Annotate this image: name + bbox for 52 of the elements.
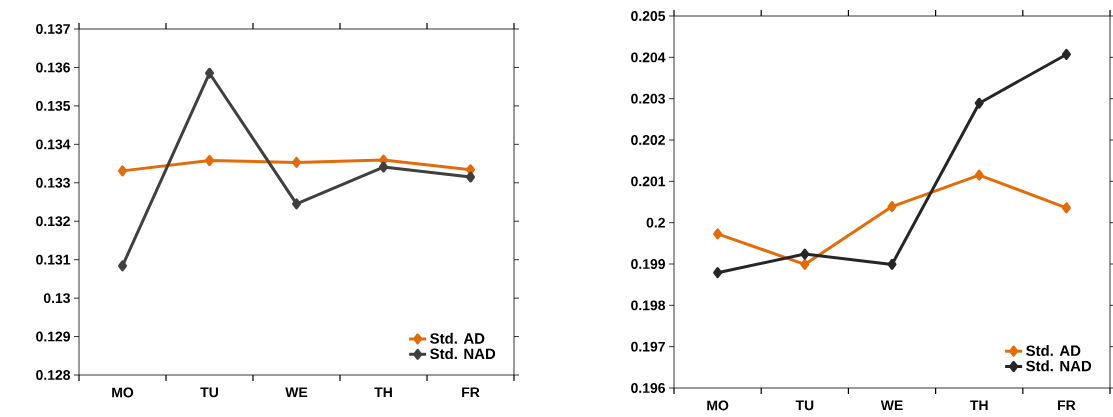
point	[713, 228, 723, 240]
legend-label: Std. NAD	[430, 348, 496, 360]
y-tick-label: 0.202	[631, 135, 665, 145]
y-tick-label: 0.134	[36, 139, 71, 150]
y-tick-label: 0.201	[631, 176, 666, 187]
point	[466, 171, 476, 183]
point	[887, 201, 897, 213]
y-tick-label: 0.132	[36, 216, 70, 227]
point	[292, 156, 302, 168]
point	[292, 198, 302, 210]
y-tick-label: 0.136	[36, 62, 70, 73]
point	[800, 248, 810, 260]
y-tick-label: 0.129	[36, 331, 70, 342]
legend-label: Std. AD	[1026, 345, 1081, 356]
point	[118, 165, 128, 177]
y-tick-label: 0.203	[631, 93, 665, 104]
y-tick-label: 0.196	[631, 383, 665, 393]
x-tick-label: TH	[374, 387, 392, 398]
y-tick-label: 0.204	[631, 52, 666, 63]
point	[205, 154, 215, 166]
y-tick-label: 0.135	[36, 100, 71, 111]
point	[887, 258, 897, 270]
point	[118, 260, 128, 272]
point	[974, 97, 984, 109]
x-tick-label: TU	[200, 387, 218, 398]
y-tick-label: 0.197	[631, 341, 665, 352]
point	[974, 169, 984, 181]
y-tick-label: 0.13	[43, 293, 70, 304]
x-tick-label: MO	[112, 387, 134, 398]
point	[1061, 48, 1071, 60]
point	[1061, 202, 1071, 214]
x-tick-label: FR	[462, 387, 480, 398]
x-tick-label: WE	[880, 400, 903, 411]
x-tick-label: MO	[707, 400, 729, 411]
point	[205, 67, 215, 79]
y-tick-label: 0.133	[36, 177, 70, 188]
y-tick-label: 0.198	[631, 300, 666, 311]
y-tick-label: 0.199	[631, 259, 665, 269]
x-tick-label: WE	[285, 387, 308, 398]
y-tick-label: 0.131	[36, 254, 71, 265]
y-tick-label: 0.137	[36, 24, 70, 34]
legend-label: Std. NAD	[1026, 360, 1092, 372]
legend-label: Std. AD	[430, 332, 485, 344]
y-tick-label: 0.2	[646, 217, 665, 228]
y-tick-label: 0.128	[36, 370, 71, 380]
y-tick-label: 0.205	[631, 11, 666, 21]
x-tick-label: TH	[970, 400, 988, 411]
point	[800, 258, 810, 270]
point	[379, 161, 389, 173]
x-tick-label: TU	[795, 400, 814, 411]
x-tick-label: FR	[1058, 400, 1076, 411]
point	[713, 267, 723, 279]
